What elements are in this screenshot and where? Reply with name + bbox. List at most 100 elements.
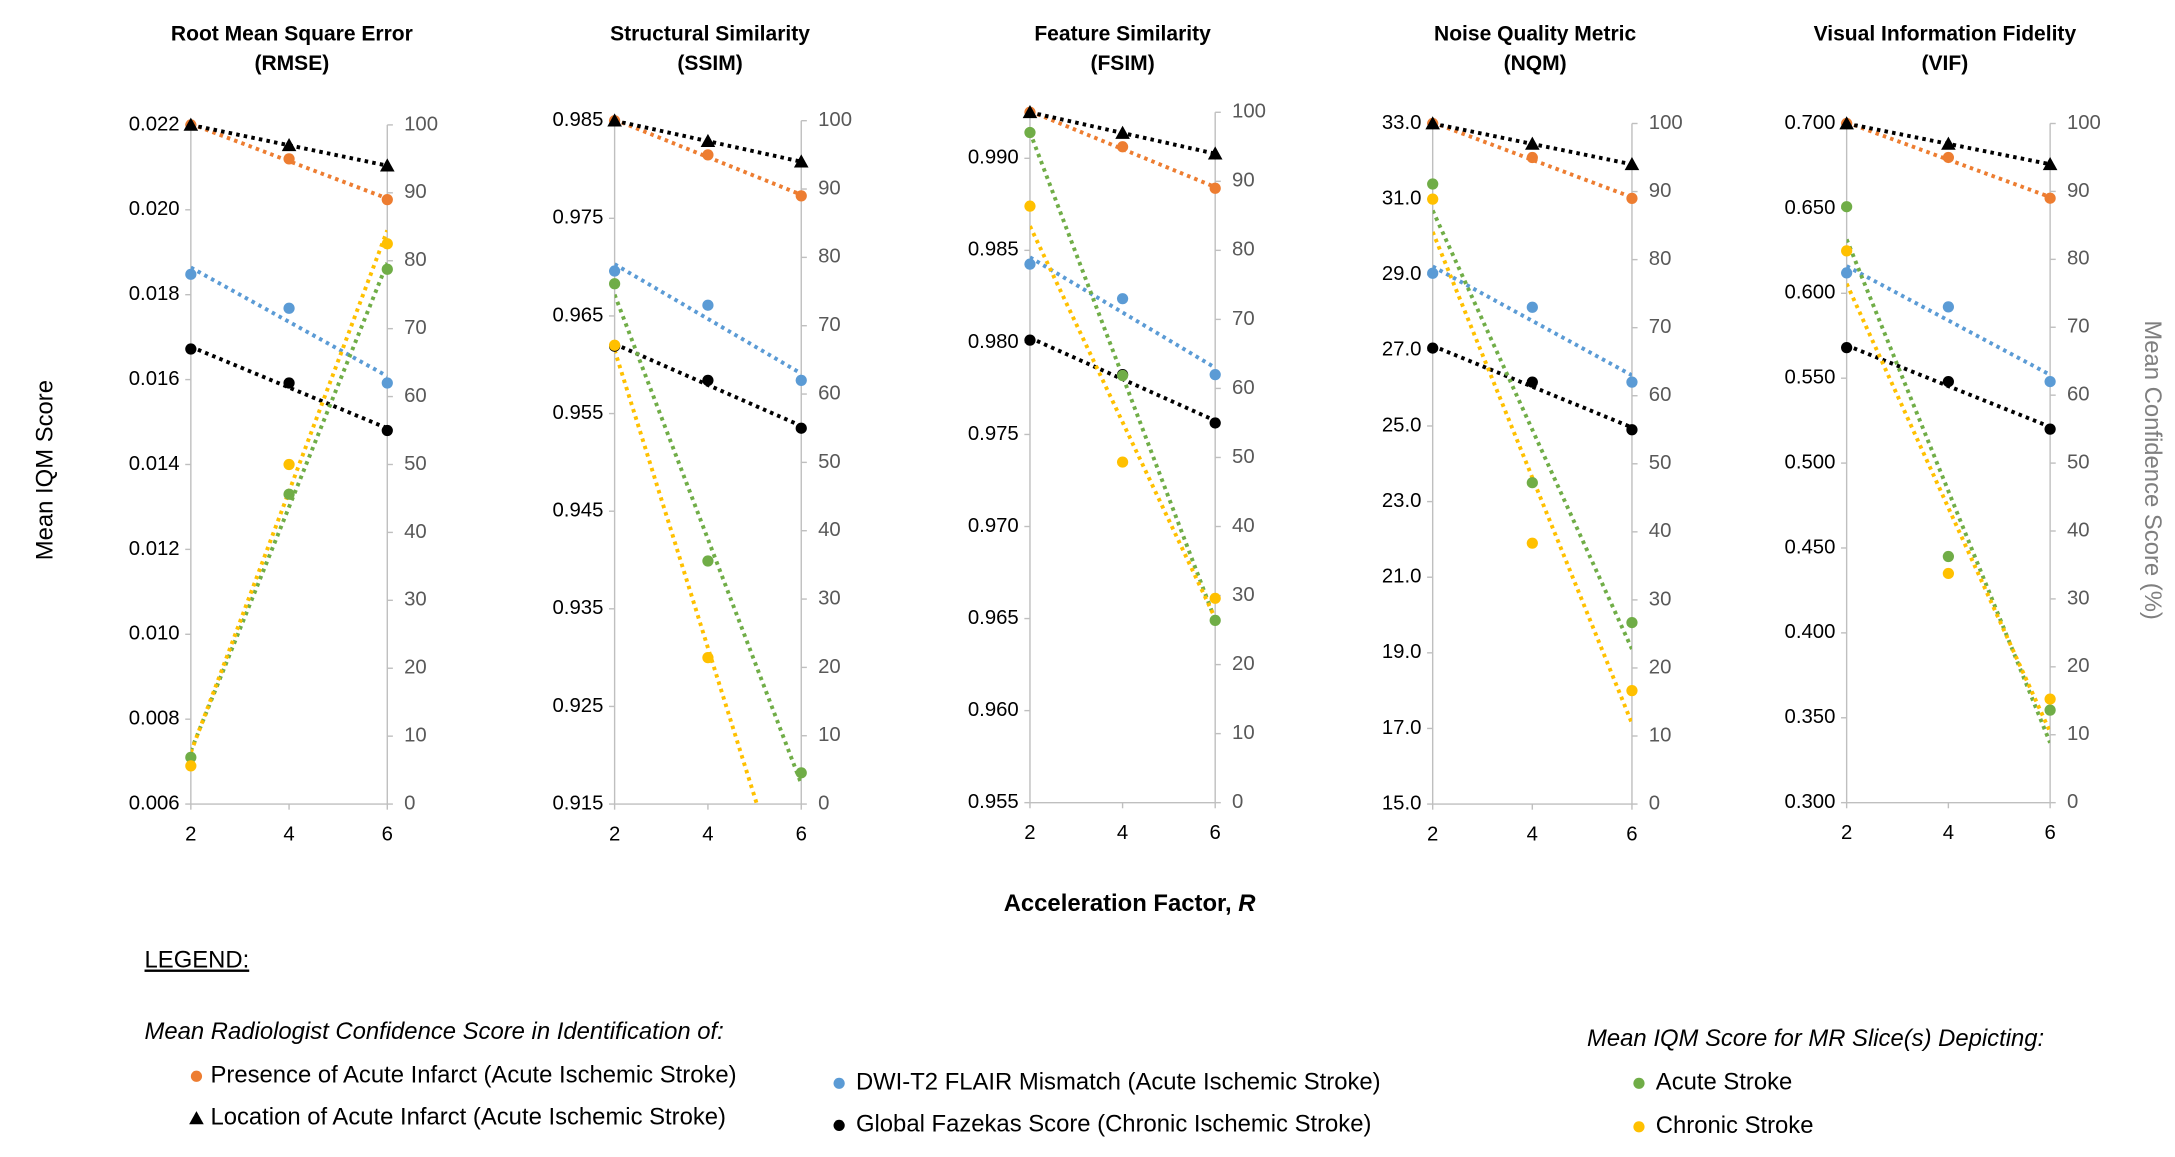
data-point xyxy=(795,422,807,434)
y-tick-label: 0.006 xyxy=(129,792,180,814)
legend-label: Location of Acute Infarct (Acute Ischemi… xyxy=(210,1104,726,1131)
data-point xyxy=(283,153,295,165)
legend-label: Chronic Stroke xyxy=(1656,1112,1814,1139)
y-tick-label: 0.450 xyxy=(1785,536,1836,558)
data-point xyxy=(281,137,297,152)
trendline xyxy=(614,349,759,805)
x-tick-label: 4 xyxy=(1943,822,1954,844)
data-point xyxy=(1942,375,1954,388)
y2-tick-label: 10 xyxy=(1649,724,1672,746)
data-point xyxy=(1024,126,1036,139)
y2-tick-label: 60 xyxy=(818,382,841,404)
points xyxy=(1022,104,1223,627)
data-point xyxy=(2044,375,2056,388)
x-tick-label: 4 xyxy=(1527,823,1538,845)
data-point xyxy=(283,377,295,389)
data-point xyxy=(379,158,395,172)
x-tick-label: 4 xyxy=(283,823,294,845)
y-tick-label: 29.0 xyxy=(1382,263,1422,285)
y2-tick-label: 80 xyxy=(1649,248,1672,270)
x-tick-label: 4 xyxy=(702,823,713,845)
data-point xyxy=(1115,125,1130,139)
y2-tick-label: 80 xyxy=(1232,239,1255,261)
data-point xyxy=(381,263,393,275)
y2-tick-label: 10 xyxy=(818,724,841,746)
legend-marker xyxy=(190,1070,203,1082)
y-tick-label: 25.0 xyxy=(1382,414,1422,436)
data-point xyxy=(1116,293,1129,305)
y2-tick-label: 80 xyxy=(404,249,427,271)
legend-title: LEGEND: xyxy=(145,947,250,974)
chart-title: Visual Information Fidelity xyxy=(1814,23,2077,46)
y-tick-label: 0.600 xyxy=(1785,282,1836,304)
y2-tick-label: 10 xyxy=(2067,723,2090,745)
x-tick-label: 2 xyxy=(1427,823,1438,845)
y-tick-label: 0.016 xyxy=(129,368,180,390)
chart-title: Feature Similarity xyxy=(1034,23,1211,46)
trendline xyxy=(614,293,802,785)
data-point xyxy=(1526,151,1538,164)
data-point xyxy=(1209,417,1221,429)
data-point xyxy=(1427,342,1439,354)
trendlines xyxy=(1846,123,2051,744)
y-tick-label: 0.975 xyxy=(553,207,604,229)
data-point xyxy=(2044,693,2056,705)
data-point xyxy=(283,488,295,500)
data-point xyxy=(283,302,295,314)
y-tick-label: 0.650 xyxy=(1785,197,1836,219)
data-point xyxy=(2044,423,2056,435)
chart-title: Root Mean Square Error xyxy=(171,23,413,46)
data-point xyxy=(1941,136,1956,150)
chart-title: (NQM) xyxy=(1504,52,1567,75)
y-tick-label: 0.985 xyxy=(553,109,604,131)
y2-tick-label: 30 xyxy=(404,589,427,611)
y-tick-label: 0.935 xyxy=(553,597,604,619)
data-point xyxy=(1626,376,1638,388)
trendline xyxy=(1846,238,2051,744)
trendline xyxy=(614,262,802,376)
trendlines xyxy=(1432,123,1632,725)
x-tick-label: 4 xyxy=(1117,822,1128,844)
y2-tick-label: 90 xyxy=(2067,180,2090,202)
y2-tick-label: 100 xyxy=(2067,112,2101,134)
data-point xyxy=(795,374,807,386)
y-tick-label: 0.975 xyxy=(968,423,1019,445)
y-tick-label: 0.020 xyxy=(129,198,180,220)
trendlines xyxy=(614,120,802,805)
data-point xyxy=(1841,342,1853,354)
y2-tick-label: 30 xyxy=(818,587,841,609)
data-point xyxy=(1024,334,1036,346)
trendline xyxy=(190,265,388,378)
y2-tick-label: 40 xyxy=(404,521,427,543)
y2-tick-label: 60 xyxy=(2067,384,2090,406)
legend-label: DWI-T2 FLAIR Mismatch (Acute Ischemic St… xyxy=(856,1069,1381,1096)
data-point xyxy=(1207,146,1223,160)
data-point xyxy=(1526,376,1538,388)
x-tick-label: 2 xyxy=(609,823,620,845)
y2-tick-label: 50 xyxy=(1232,446,1255,468)
data-point xyxy=(1942,151,1954,164)
legend-marker xyxy=(189,1111,204,1125)
legend-label: Presence of Acute Infarct (Acute Ischemi… xyxy=(210,1062,736,1089)
y-axis-title: Mean IQM Score xyxy=(32,380,59,560)
data-point xyxy=(1626,424,1638,436)
y2-tick-label: 10 xyxy=(1232,722,1255,744)
chart-title: (VIF) xyxy=(1922,52,1969,75)
y2-axis-title: Mean Confidence Score (%) xyxy=(2139,320,2166,620)
x-tick-label: 6 xyxy=(2044,822,2055,844)
y-tick-label: 0.550 xyxy=(1785,367,1836,389)
data-point xyxy=(1626,192,1638,204)
data-point xyxy=(283,458,295,471)
data-point xyxy=(795,767,807,779)
data-point xyxy=(381,238,393,250)
data-point xyxy=(1626,616,1638,629)
data-point xyxy=(381,377,393,389)
y-tick-label: 0.965 xyxy=(553,304,604,326)
chart-title: Structural Similarity xyxy=(610,23,810,46)
data-point xyxy=(185,751,197,763)
data-point xyxy=(702,652,714,664)
y2-tick-label: 60 xyxy=(404,385,427,407)
y-tick-label: 0.400 xyxy=(1785,621,1836,643)
trendline xyxy=(1432,344,1632,430)
